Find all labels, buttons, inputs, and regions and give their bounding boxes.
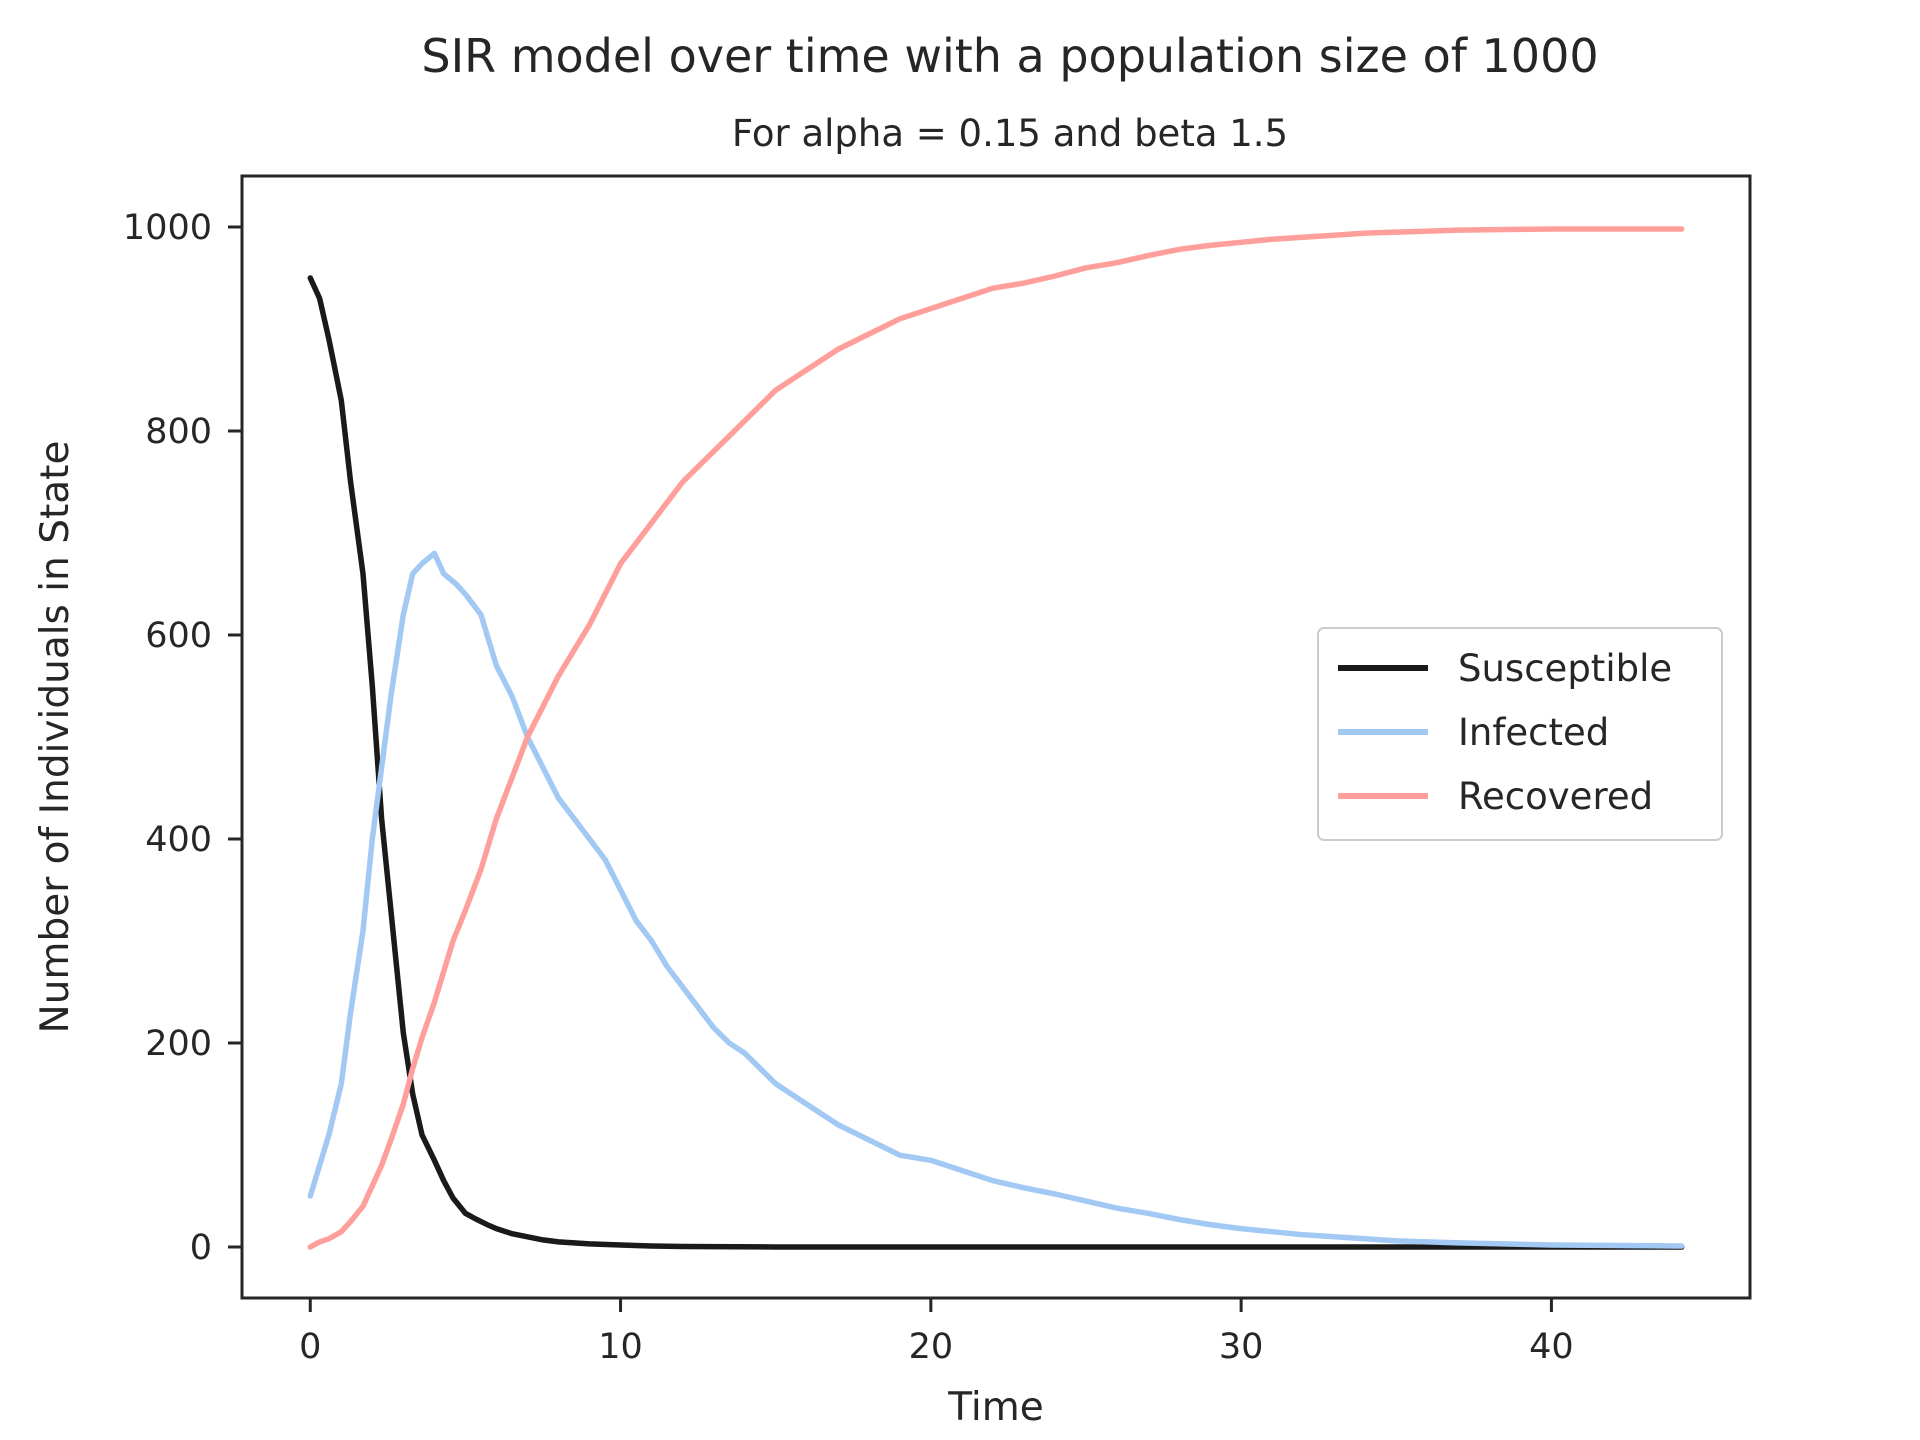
y-tick-label: 200 <box>145 1024 212 1064</box>
plot-frame <box>240 174 1752 1300</box>
y-tick-label: 0 <box>190 1228 212 1268</box>
x-tick-label: 40 <box>1529 1327 1574 1367</box>
series-line-infected <box>307 550 1685 1249</box>
y-tick-label: 1000 <box>123 208 212 248</box>
x-tick-label: 30 <box>1219 1327 1264 1367</box>
series-line-recovered <box>307 226 1685 1250</box>
plot-lines <box>307 226 1685 1250</box>
legend-label-susceptible: Susceptible <box>1458 647 1672 690</box>
x-tick-label: 10 <box>598 1327 643 1367</box>
legend-label-infected: Infected <box>1458 711 1609 754</box>
legend-label-recovered: Recovered <box>1458 775 1653 818</box>
chart-subtitle: For alpha = 0.15 and beta 1.5 <box>732 112 1288 155</box>
y-axis-label: Number of Individuals in State <box>33 441 78 1034</box>
x-tick-label: 0 <box>299 1327 321 1367</box>
x-axis-label: Time <box>947 1385 1043 1430</box>
y-tick-label: 600 <box>145 616 212 656</box>
x-tick-label: 20 <box>909 1327 954 1367</box>
legend-box <box>1317 627 1723 841</box>
y-axis-ticks: 0 200 400 600 800 1000 <box>123 208 242 1268</box>
y-tick-label: 800 <box>145 412 212 452</box>
x-axis-ticks: 0 10 20 30 40 <box>299 1298 1574 1367</box>
legend: Susceptible Infected Recovered <box>1317 627 1723 841</box>
chart-title: SIR model over time with a population si… <box>421 29 1598 83</box>
series-line-susceptible <box>307 275 1685 1250</box>
y-tick-label: 400 <box>145 820 212 860</box>
